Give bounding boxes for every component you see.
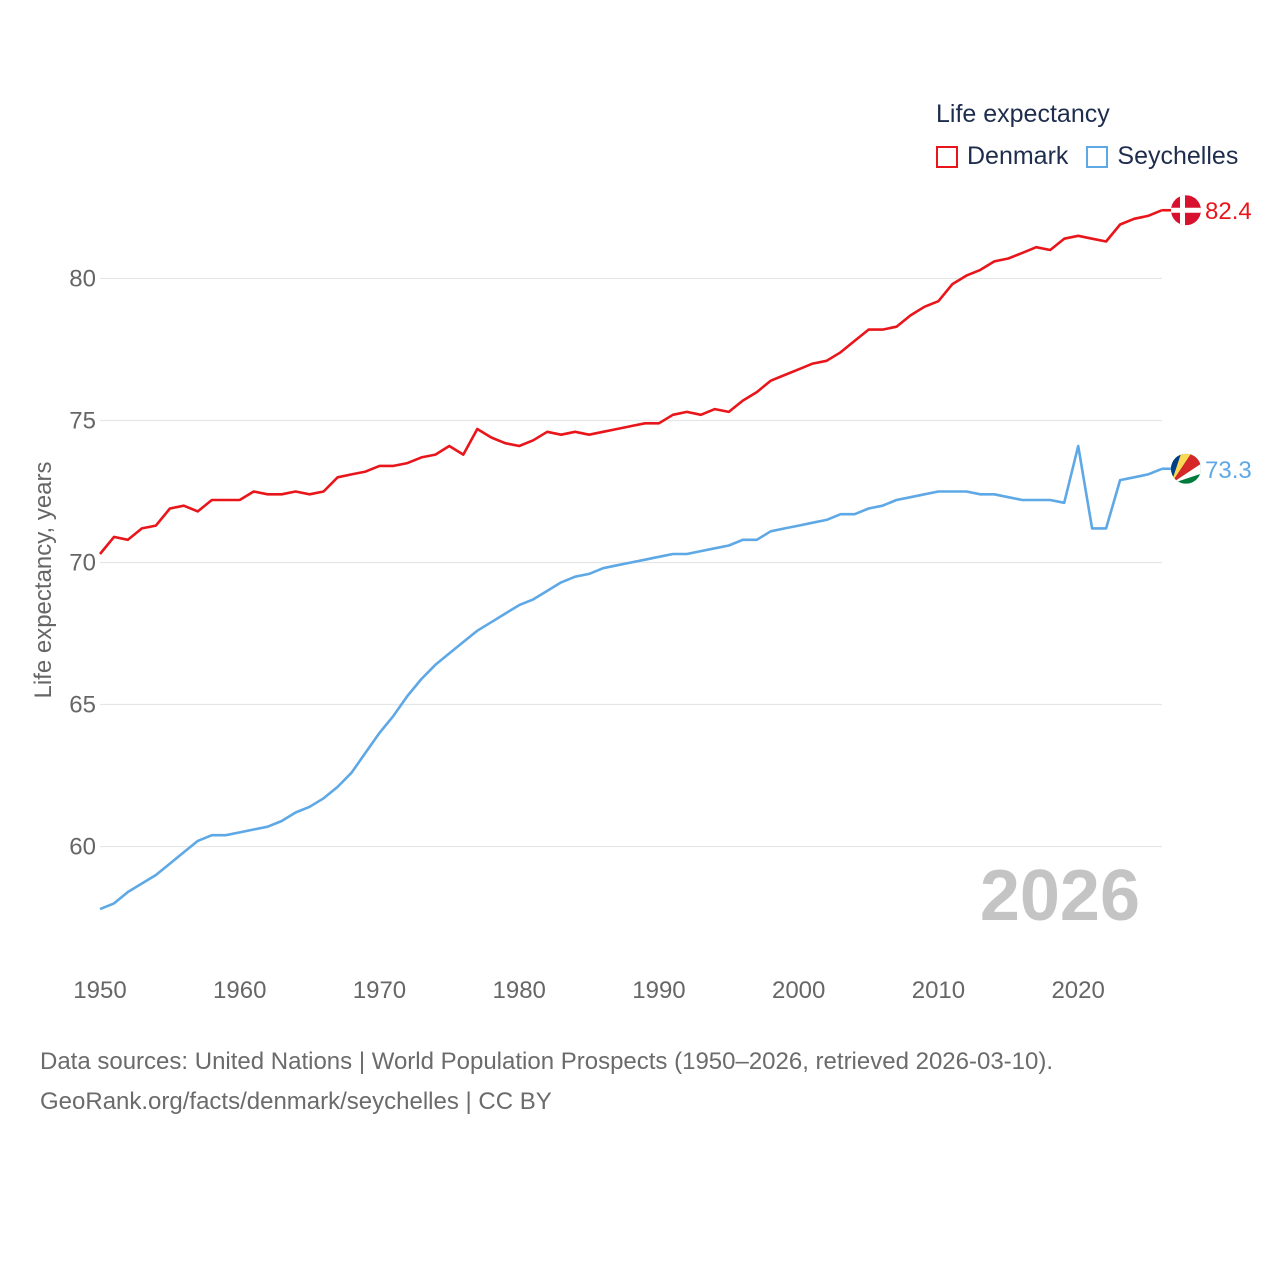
series-line-denmark[interactable] [98, 208, 1163, 555]
legend-label-denmark: Denmark [967, 142, 1069, 170]
x-tick-label: 2020 [1051, 977, 1104, 1004]
series-end-markers: 82.4 73.3 [1162, 195, 1252, 484]
flag-seychelles-icon [1171, 453, 1201, 484]
flag-denmark-icon [1171, 195, 1201, 226]
year-watermark: 2026 [980, 856, 1140, 936]
end-value-seychelles: 73.3 [1205, 457, 1252, 484]
legend: Denmark Seychelles [936, 142, 1238, 171]
x-tick-label: 1990 [632, 977, 685, 1004]
y-axis-ticks: 60 65 70 75 80 [69, 265, 96, 860]
legend-swatch-denmark [936, 145, 958, 168]
legend-item-denmark[interactable]: Denmark [936, 142, 1068, 171]
legend-swatch-seychelles [1086, 145, 1109, 168]
x-tick-label: 1960 [213, 977, 266, 1004]
x-tick-label: 1970 [353, 977, 406, 1004]
x-axis-ticks: 1950 1960 1970 1980 1990 2000 2010 2020 [73, 977, 1105, 1004]
y-tick-label: 70 [69, 550, 96, 577]
legend-label-seychelles: Seychelles [1117, 142, 1239, 170]
end-value-denmark: 82.4 [1205, 198, 1252, 225]
source-note: Data sources: United Nations | World Pop… [40, 1042, 1053, 1122]
x-tick-label: 2010 [912, 977, 965, 1004]
source-line-2[interactable]: GeoRank.org/facts/denmark/seychelles | C… [40, 1088, 552, 1115]
source-line-1: Data sources: United Nations | World Pop… [40, 1048, 1054, 1075]
x-tick-label: 2000 [772, 977, 825, 1004]
legend-title: Life expectancy [936, 100, 1110, 128]
series-line-seychelles[interactable] [99, 444, 1163, 911]
series-lines [98, 208, 1163, 911]
y-tick-label: 65 [69, 692, 96, 719]
x-tick-label: 1950 [73, 977, 126, 1004]
y-tick-label: 60 [69, 834, 96, 861]
y-tick-label: 80 [69, 265, 96, 292]
legend-item-seychelles[interactable]: Seychelles [1086, 142, 1238, 171]
y-tick-label: 75 [69, 407, 96, 434]
x-tick-label: 1980 [493, 977, 546, 1004]
y-axis-label: Life expectancy, years [30, 461, 57, 698]
